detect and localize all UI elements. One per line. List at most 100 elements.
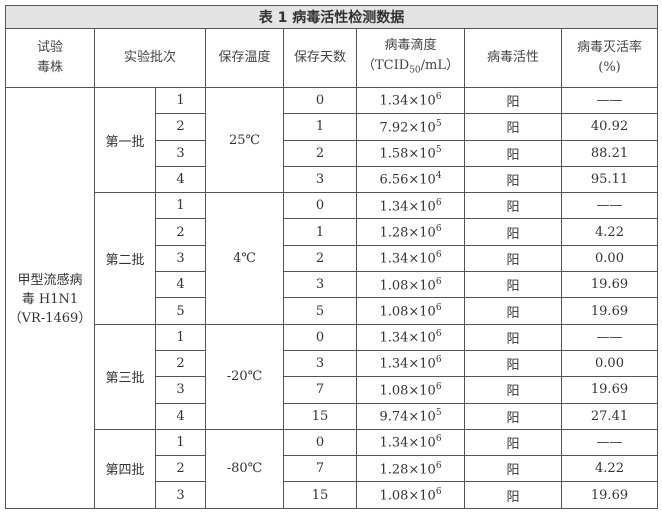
titer-exponent: 6	[435, 329, 442, 340]
titer-mantissa: 1.34×10	[379, 93, 436, 109]
virus-activity: 阳	[464, 349, 562, 378]
titer-exponent: 6	[435, 381, 442, 392]
titer-exponent: 4	[435, 171, 442, 182]
sample-number: 3	[155, 376, 206, 404]
batch-name: 第一批	[94, 86, 156, 194]
virus-activity: 阳	[464, 402, 562, 430]
inactivation-rate: 88.21	[561, 139, 658, 167]
titer-exponent: 5	[435, 408, 442, 419]
virus-titer: 1.58×105	[356, 139, 465, 167]
inactivation-rate: 27.41	[561, 402, 658, 430]
table-row: 甲型流感病毒 H1N1 （VR-1469） 第一批 1 25℃ 0 1.34×106 阳 ——	[5, 86, 658, 509]
virus-titer: 1.34×106	[356, 192, 465, 220]
sample-number: 2	[155, 349, 206, 378]
storage-days: 0	[283, 428, 357, 457]
inactivation-rate: ——	[561, 323, 658, 351]
virus-activity: 阳	[464, 323, 562, 351]
titer-exponent: 6	[435, 223, 442, 234]
table-row: 2 1 1.28×106 阳 4.22	[6, 218, 658, 246]
titer-exponent: 5	[435, 118, 442, 129]
virus-titer: 1.34×106	[356, 86, 465, 115]
storage-days: 15	[283, 481, 357, 509]
titer-mantissa: 9.74×10	[379, 409, 436, 425]
sample-number: 3	[155, 244, 206, 273]
sample-number: 3	[155, 139, 206, 167]
inactivation-rate: ——	[561, 428, 658, 457]
header-batch: 实验批次	[94, 28, 206, 88]
batch-name: 第三批	[94, 323, 156, 430]
table-row: 2 3 1.34×106 阳 0.00	[6, 349, 658, 378]
inactivation-rate: 19.69	[561, 271, 658, 299]
sample-number: 2	[155, 455, 206, 483]
virus-activity: 阳	[464, 376, 562, 404]
sample-number: 1	[155, 323, 206, 351]
storage-days: 3	[283, 271, 357, 299]
virus-activity: 阳	[464, 271, 562, 299]
storage-days: 2	[283, 139, 357, 167]
inactivation-rate: ——	[561, 192, 658, 220]
virus-titer: 9.74×105	[356, 402, 465, 430]
virus-activity-table: 表 1 病毒活性检测数据 试验 毒株 实验批次 保存温度 保存天数 病毒滴度 （TC…	[5, 5, 658, 509]
titer-exponent: 5	[435, 145, 442, 156]
storage-temp: -80℃	[205, 428, 284, 509]
virus-titer: 6.56×104	[356, 165, 465, 194]
titer-mantissa: 1.08×10	[379, 383, 436, 399]
storage-temp: -20℃	[205, 323, 284, 430]
storage-days: 0	[283, 192, 357, 220]
titer-mantissa: 1.08×10	[379, 488, 436, 504]
storage-days: 3	[283, 165, 357, 194]
sample-number: 2	[155, 113, 206, 141]
titer-exponent: 6	[435, 92, 442, 103]
virus-activity: 阳	[464, 139, 562, 167]
header-rate: 病毒灭活率 (%)	[561, 28, 658, 88]
titer-exponent: 6	[435, 197, 442, 208]
inactivation-rate: 0.00	[561, 244, 658, 273]
virus-activity: 阳	[464, 165, 562, 194]
header-titer: 病毒滴度 （TCID50/mL）	[356, 28, 465, 88]
storage-days: 1	[283, 113, 357, 141]
sample-number: 1	[155, 192, 206, 220]
virus-titer: 1.28×106	[356, 455, 465, 483]
virus-activity: 阳	[464, 192, 562, 220]
virus-titer: 1.34×106	[356, 323, 465, 351]
virus-activity: 阳	[464, 244, 562, 273]
strain-line: 毒 H1N1	[21, 292, 79, 308]
sample-number: 3	[155, 481, 206, 509]
inactivation-rate: ——	[561, 86, 658, 115]
titer-mantissa: 1.28×10	[379, 225, 436, 241]
batch-name: 第二批	[94, 192, 156, 325]
sample-number: 5	[155, 297, 206, 325]
header-days: 保存天数	[283, 28, 357, 88]
sample-number: 1	[155, 428, 206, 457]
table-row: 第二批 1 4℃ 0 1.34×106 阳 ——	[6, 192, 658, 325]
header-activity: 病毒活性	[464, 28, 562, 88]
storage-days: 0	[283, 86, 357, 115]
strain-line: 甲型流感病	[17, 273, 83, 289]
titer-mantissa: 1.08×10	[379, 304, 436, 320]
titer-exponent: 6	[435, 250, 442, 261]
titer-mantissa: 1.34×10	[379, 330, 436, 346]
virus-titer: 1.08×106	[356, 271, 465, 299]
table-row: 2 1 7.92×105 阳 40.92	[6, 113, 658, 141]
inactivation-rate: 0.00	[561, 349, 658, 378]
storage-days: 2	[283, 244, 357, 273]
virus-titer: 1.08×106	[356, 376, 465, 404]
virus-titer: 1.34×106	[356, 349, 465, 378]
virus-activity: 阳	[464, 113, 562, 141]
table-row: 3 7 1.08×106 阳 19.69	[6, 376, 658, 404]
titer-exponent: 6	[435, 460, 442, 471]
sample-number: 2	[155, 218, 206, 246]
titer-exponent: 6	[435, 355, 442, 366]
titer-mantissa: 1.34×10	[379, 199, 436, 214]
virus-activity: 阳	[464, 297, 562, 325]
sample-number: 1	[155, 86, 206, 115]
header-strain: 试验 毒株	[5, 28, 95, 88]
storage-days: 5	[283, 297, 357, 325]
sample-number: 4	[155, 165, 206, 194]
virus-activity: 阳	[464, 428, 562, 457]
storage-days: 0	[283, 323, 357, 351]
table-title: 表 1 病毒活性检测数据	[5, 5, 658, 29]
virus-activity: 阳	[464, 455, 562, 483]
titer-mantissa: 1.34×10	[379, 435, 436, 451]
strain-cell: 甲型流感病毒 H1N1 （VR-1469）	[5, 87, 95, 509]
